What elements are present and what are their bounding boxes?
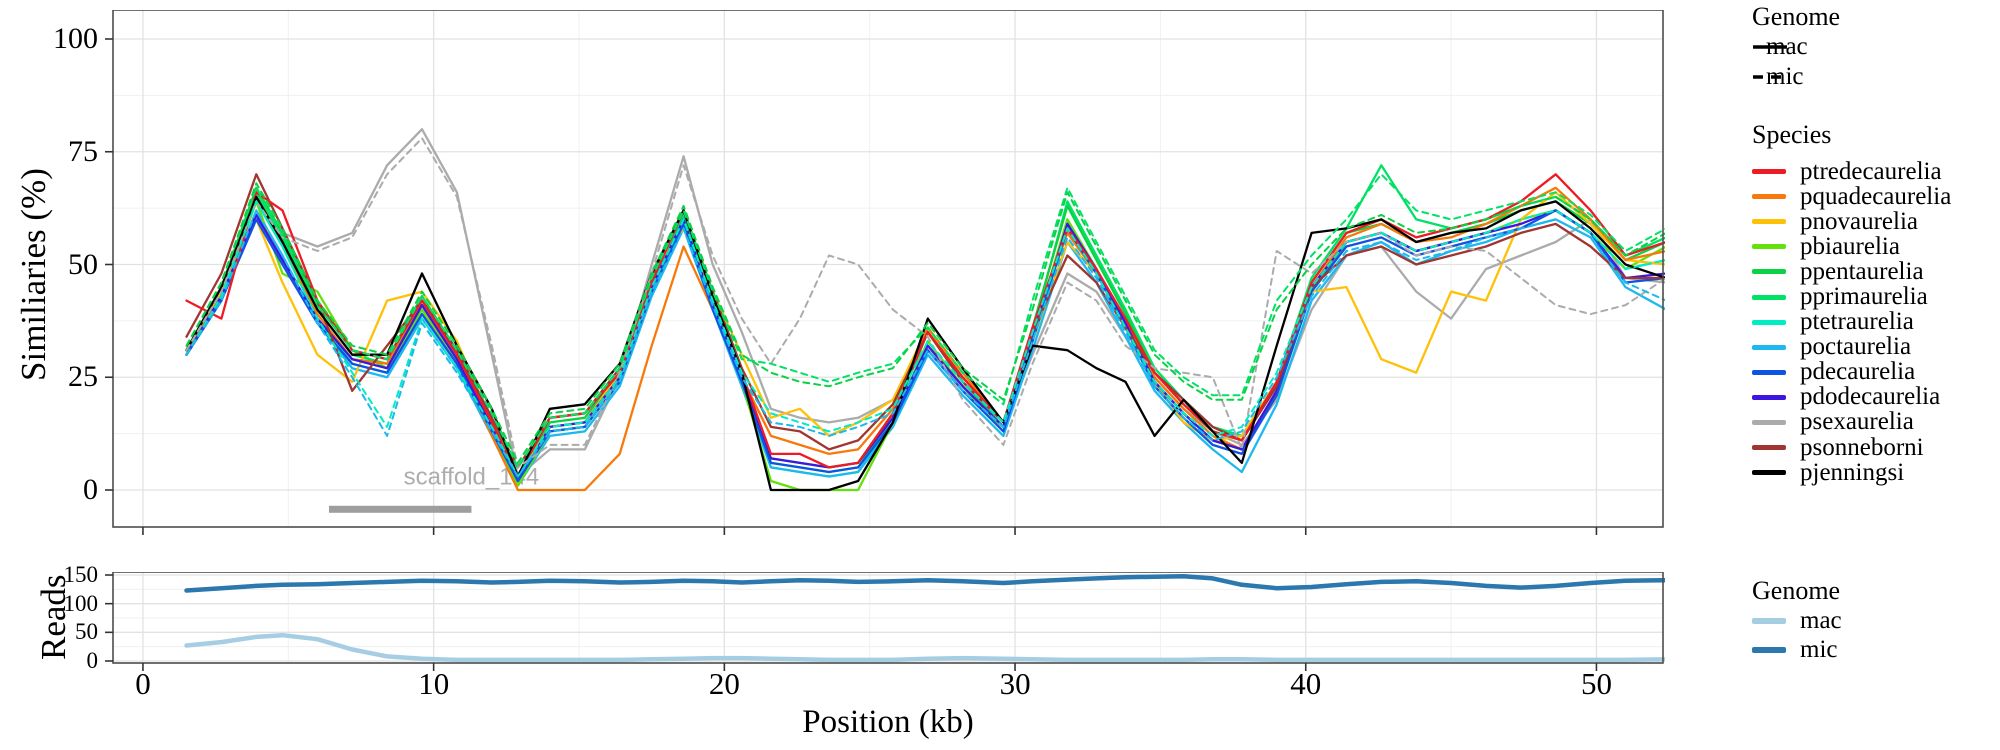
species-legend-item-pquadecaurelia: pquadecaurelia [1752, 182, 1952, 210]
main-y-tick-label: 25 [68, 360, 98, 394]
species-legend-item-pprimaurelia-label: pprimaurelia [1800, 283, 1928, 311]
legend-swatch [1752, 294, 1786, 300]
species-legend-item-psexaurelia-label: psexaurelia [1800, 408, 1914, 436]
genome-legend-item-mac: mac [1752, 32, 1808, 62]
reads-legend: mac mic [1752, 606, 1842, 664]
species-legend-item-psexaurelia: psexaurelia [1752, 408, 1951, 436]
main-y-tick-label: 75 [68, 134, 98, 168]
reads-legend-item-mic-label: mic [1800, 635, 1838, 663]
species-legend-item-ptetraurelia-label: ptetraurelia [1800, 308, 1914, 336]
x-tick-label: 30 [999, 666, 1031, 701]
series-psexaurelia-mic [185, 137, 1665, 469]
series-pdecaurelia-mac [185, 209, 1665, 483]
series-poctaurelia-mic [185, 209, 1665, 478]
reads-series-mic [184, 573, 1665, 593]
legend-swatch [1752, 319, 1786, 325]
species-legend-title: Species [1752, 120, 1832, 149]
species-legend-item-pnovaurelia: pnovaurelia [1752, 207, 1951, 235]
main-y-tick-label: 0 [83, 473, 98, 506]
legend-line-dashed [1753, 75, 1787, 79]
panel-border [112, 10, 1664, 528]
legend-swatch [1752, 419, 1786, 425]
genome-legend: mac mic [1752, 32, 1808, 92]
legend-swatch [1752, 244, 1786, 250]
legend-swatch [1752, 194, 1786, 200]
species-legend-item-poctaurelia: poctaurelia [1752, 333, 1951, 361]
species-legend-item-pbiaurelia-label: pbiaurelia [1800, 232, 1900, 260]
species-legend-item-pprimaurelia: pprimaurelia [1752, 283, 1951, 311]
legend-swatch [1752, 445, 1786, 451]
species-legend-item-ptetraurelia: ptetraurelia [1752, 308, 1951, 336]
series-ptetraurelia-mic [185, 200, 1665, 478]
legend-line-solid [1753, 45, 1787, 49]
main-y-tick-label: 100 [53, 22, 98, 55]
species-legend-item-pjenningsi: pjenningsi [1752, 458, 1951, 486]
legend-swatch [1752, 617, 1786, 624]
series-ppentaurelia-mic [185, 182, 1665, 464]
panel-border [112, 572, 1664, 664]
x-tick-label: 50 [1581, 666, 1612, 701]
legend-swatch [1752, 219, 1786, 225]
legend-swatch [1752, 470, 1786, 476]
species-legend-item-pnovaurelia-label: pnovaurelia [1800, 207, 1919, 235]
x-tick-label: 10 [418, 666, 450, 701]
species-legend-item-psonneborni-label: psonneborni [1800, 433, 1924, 461]
reads-legend-item-mic: mic [1752, 635, 1842, 664]
legend-swatch [1752, 394, 1786, 400]
reads-y-tick-label: 100 [63, 590, 99, 616]
reads-legend-title: Genome [1752, 576, 1841, 605]
reads-plot [105, 572, 1665, 671]
species-legend-item-pdecaurelia: pdecaurelia [1752, 358, 1951, 386]
legend-swatch [1752, 169, 1786, 175]
main-plot: scaffold_144 [105, 10, 1665, 535]
reads-y-tick-label: 50 [75, 619, 98, 645]
species-legend-item-poctaurelia-label: poctaurelia [1800, 333, 1912, 361]
genome-legend-title: Genome [1752, 2, 1841, 31]
scaffold-bar [328, 505, 472, 513]
species-legend-item-pdodecaurelia: pdodecaurelia [1752, 383, 1951, 411]
legend-swatch [1752, 646, 1786, 653]
species-legend-item-ptredecaurelia: ptredecaurelia [1752, 157, 1951, 185]
species-legend-item-pdodecaurelia-label: pdodecaurelia [1800, 383, 1941, 411]
reads-series-mac [184, 632, 1665, 663]
reads-y-tick-label: 0 [86, 648, 99, 673]
reads-legend-item-mac-label: mac [1800, 606, 1842, 634]
species-legend-item-ptredecaurelia-label: ptredecaurelia [1800, 157, 1942, 185]
species-legend-item-ppentaurelia-label: ppentaurelia [1800, 257, 1924, 285]
species-legend-item-pquadecaurelia-label: pquadecaurelia [1800, 182, 1952, 210]
species-legend-item-pdecaurelia-label: pdecaurelia [1800, 358, 1916, 386]
x-tick-label: 0 [135, 666, 151, 701]
reads-legend-item-mac: mac [1752, 606, 1842, 635]
x-axis-title: Position (kb) [802, 704, 974, 740]
species-legend-item-psonneborni: psonneborni [1752, 433, 1951, 461]
x-tick-label: 40 [1290, 666, 1322, 701]
series-pjenningsi-mac [185, 195, 1665, 492]
species-legend: ptredecaurelia pquadecaurelia pnovaurelia p… [1752, 157, 1952, 486]
legend-swatch [1752, 344, 1786, 350]
legend-swatch [1752, 269, 1786, 275]
legend-swatch [1752, 369, 1786, 375]
main-y-tick-label: 50 [68, 247, 98, 281]
species-legend-item-pbiaurelia: pbiaurelia [1752, 232, 1951, 260]
species-legend-item-ppentaurelia: ppentaurelia [1752, 257, 1951, 285]
reads-y-tick-label: 150 [63, 562, 99, 587]
x-tick-label: 20 [708, 666, 740, 701]
genome-legend-item-mic: mic [1752, 62, 1808, 92]
species-legend-item-pjenningsi-label: pjenningsi [1800, 458, 1905, 486]
series-pnovaurelia-mac [185, 191, 1665, 478]
